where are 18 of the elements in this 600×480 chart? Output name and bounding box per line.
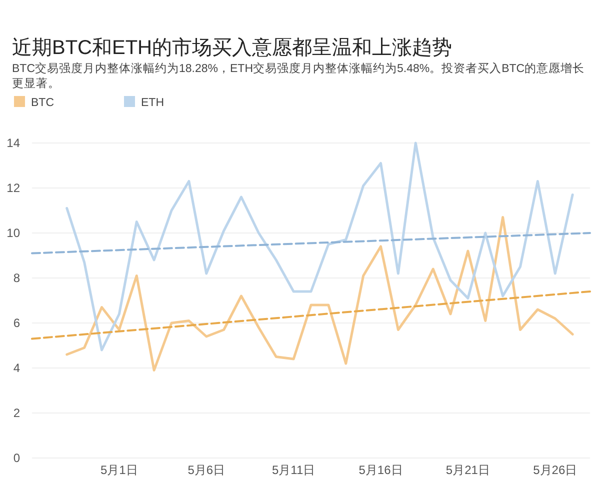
y-tick-label: 8 bbox=[13, 271, 20, 285]
y-tick-label: 14 bbox=[6, 136, 20, 150]
x-tick-label: 5月6日 bbox=[188, 463, 226, 477]
y-tick-label: 10 bbox=[6, 226, 20, 240]
y-tick-label: 2 bbox=[13, 406, 20, 420]
x-tick-label: 5月21日 bbox=[446, 463, 490, 477]
x-tick-label: 5月11日 bbox=[272, 463, 316, 477]
x-tick-label: 5月1日 bbox=[100, 463, 138, 477]
x-tick-label: 5月26日 bbox=[533, 463, 578, 477]
y-tick-label: 12 bbox=[6, 181, 20, 195]
chart-subtitle: BTC交易强度月内整体涨幅约为18.28%，ETH交易强度月内整体涨幅约为5.48%。投资者买入BTC的意愿增长更显著。 bbox=[12, 62, 586, 92]
y-tick-label: 0 bbox=[13, 451, 20, 465]
legend-label: BTC bbox=[30, 96, 54, 109]
chart-title: 近期BTC和ETH的市场买入意愿都呈温和上涨趋势 bbox=[12, 36, 453, 61]
legend-label: ETH bbox=[140, 96, 164, 109]
y-tick-label: 4 bbox=[13, 361, 20, 375]
y-tick-label: 6 bbox=[13, 316, 20, 330]
x-tick-label: 5月16日 bbox=[358, 463, 403, 477]
